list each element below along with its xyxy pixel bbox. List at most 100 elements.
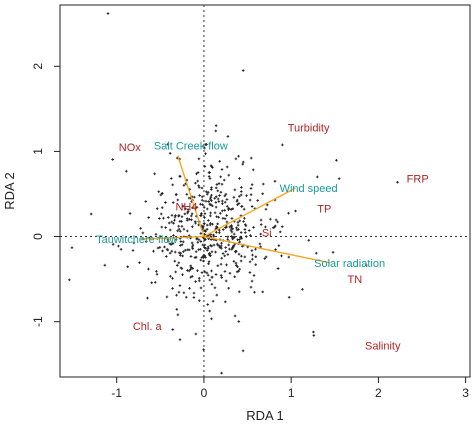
data-point [230,230,234,234]
data-point [166,248,170,252]
data-point [182,250,185,254]
data-point [190,274,194,278]
data-point [218,228,221,232]
data-point [223,200,227,204]
data-point [210,275,214,279]
data-point [237,202,241,205]
data-point [180,215,184,218]
data-point [335,159,338,162]
data-point [235,226,238,230]
data-point [220,209,224,213]
data-point [202,254,206,257]
data-point [235,270,239,274]
data-point [212,243,216,247]
data-point [238,238,241,241]
data-point [200,195,204,199]
x-tick-label: 3 [462,386,469,400]
data-point [208,197,212,201]
data-point [217,182,221,185]
data-point [202,348,205,352]
data-point [213,197,217,200]
data-point [225,214,228,217]
response-label: NOx [119,142,142,154]
data-point [203,212,207,215]
data-point [196,241,200,244]
data-point [209,233,213,236]
response-label: Chl. a [133,321,163,333]
data-point [172,221,175,225]
data-point [239,259,243,263]
data-point [138,261,141,264]
data-point [200,186,204,190]
data-point [192,296,196,299]
data-point [210,186,213,189]
data-point [177,227,181,231]
data-point [273,179,277,183]
data-point [183,212,187,216]
data-point [190,245,194,249]
data-point [183,248,187,252]
data-point [230,226,233,230]
data-point [164,226,167,229]
data-point [165,255,168,258]
data-point [190,212,194,216]
data-point [173,215,177,219]
data-point [207,262,210,266]
sample-points [68,12,399,375]
data-point [174,270,177,274]
data-point [238,177,241,180]
data-point [187,269,191,273]
data-point [244,224,248,228]
data-point [274,248,277,251]
explanatory-label: Wind speed [280,183,338,195]
data-point [227,173,231,177]
data-point [214,124,218,127]
data-point [224,246,228,249]
data-point [192,291,196,295]
data-point [169,275,172,278]
data-point [252,274,256,277]
data-point [219,262,223,266]
data-point [239,190,243,193]
data-point [177,290,181,294]
data-point [157,190,161,193]
data-point [254,263,258,266]
data-point [179,254,182,257]
data-point [227,207,231,210]
data-point [217,200,221,203]
data-point [231,207,235,211]
data-point [175,308,179,311]
data-point [250,183,254,186]
data-point [168,151,172,155]
data-point [163,245,166,249]
data-point [232,195,236,199]
reference-lines [60,5,470,377]
data-point [167,221,171,225]
data-point [232,244,235,248]
data-point [171,201,175,204]
data-point [203,165,207,168]
data-point [185,217,189,220]
y-axis-title: RDA 2 [2,172,17,210]
data-point [254,247,257,251]
data-point [258,242,262,246]
biplot-arrow [203,235,331,264]
data-point [210,250,214,254]
data-point [171,242,175,245]
data-point [211,222,214,226]
data-point [287,296,291,299]
data-point [225,220,229,224]
data-point [177,214,180,218]
data-point [239,231,243,234]
data-point [214,205,218,209]
data-point [197,157,201,161]
data-point [239,193,243,197]
data-point [111,243,115,246]
data-point [158,217,161,220]
data-point [226,253,230,256]
data-point [208,278,212,282]
data-point [159,193,163,197]
data-point [174,238,178,242]
data-point [237,195,241,198]
data-point [125,169,128,173]
